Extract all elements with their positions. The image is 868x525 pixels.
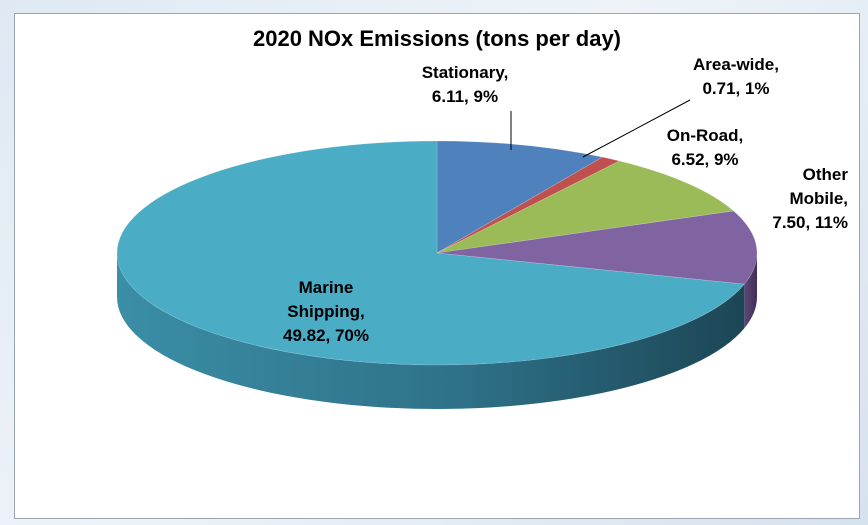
data-label-on-road: On-Road, 6.52, 9% (667, 126, 744, 169)
data-label-other-mobile: Other Mobile, 7.50, 11% (772, 165, 848, 232)
data-label-line: Area-wide, (693, 55, 779, 74)
leader-line-area-wide (582, 99, 691, 158)
chart-title: 2020 NOx Emissions (tons per day) (253, 26, 621, 51)
data-label-stationary: Stationary, 6.11, 9% (422, 63, 509, 106)
slice-other-mobile (436, 210, 758, 285)
slice-marine-shipping (116, 140, 745, 366)
slice-on-road (436, 160, 735, 254)
slice-stationary (436, 140, 604, 254)
data-label-line: 7.50, 11% (772, 213, 848, 232)
data-label-line: 0.71, 1% (702, 79, 769, 98)
data-label-line: Stationary, (422, 63, 509, 82)
data-label-marine-shipping: Marine Shipping, 49.82, 70% (283, 278, 369, 345)
slice-area-wide (436, 156, 621, 254)
slice-side-marine-shipping (117, 253, 745, 410)
data-label-line: Other (803, 165, 849, 184)
data-label-line: On-Road, (667, 126, 744, 145)
data-label-line: 6.11, 9% (432, 87, 498, 106)
data-label-line: Marine (299, 278, 354, 297)
data-label-line: 49.82, 70% (283, 326, 369, 345)
slice-side-other-mobile (744, 253, 757, 329)
data-label-line: Mobile, (789, 189, 848, 208)
data-label-line: 6.52, 9% (671, 150, 738, 169)
data-label-line: Shipping, (287, 302, 364, 321)
data-label-area-wide: Area-wide, 0.71, 1% (693, 55, 779, 98)
